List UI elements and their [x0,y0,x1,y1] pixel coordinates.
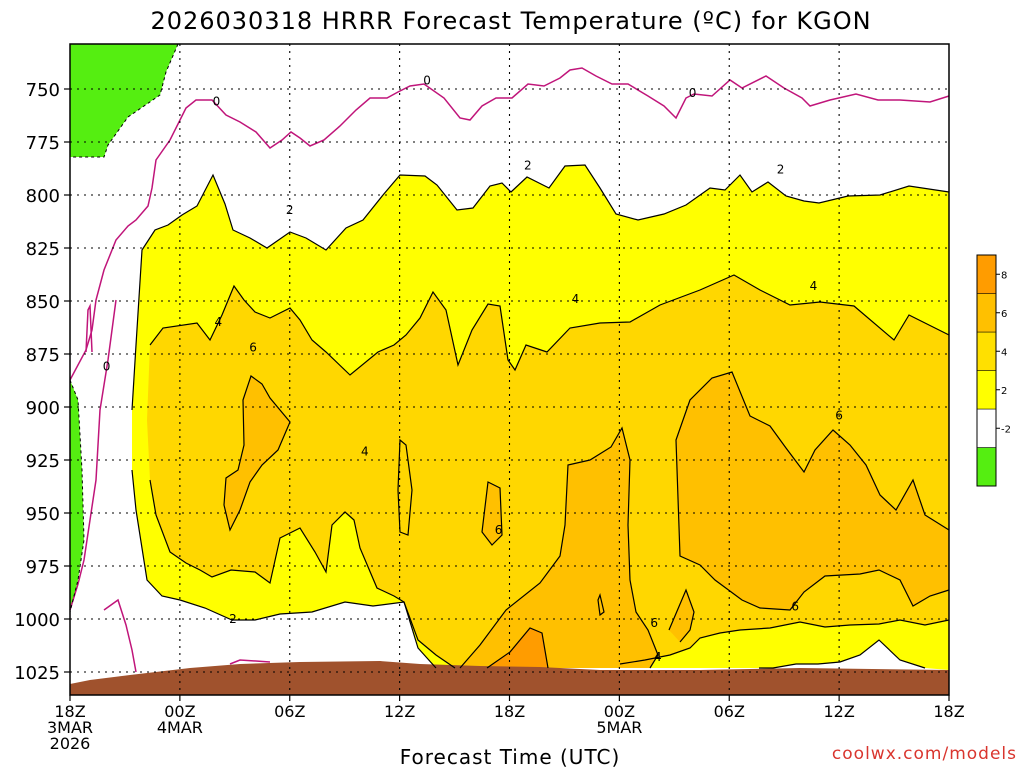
x-tick-label: 18Z [494,702,525,721]
contour-line-6c [223,375,291,532]
contour-line-4c [149,274,950,376]
x-tick-label: 4MAR [157,718,203,737]
colorbar-swatch [976,447,997,487]
contour-line-6c [481,481,503,546]
contour-line-4c [149,479,456,669]
x-tick-label: 06Z [274,702,305,721]
y-tick-label: 825 [26,239,60,260]
x-axis-label: Forecast Time (UTC) [400,745,621,768]
colorbar-tick-label: 8 [1001,270,1007,281]
y-tick-label: 875 [26,345,60,366]
x-tick-label: 3MAR [47,718,93,737]
terrain-surface [70,661,949,695]
contour-line-6c [675,371,950,611]
colorbar-tick-label: 2 [1001,386,1007,397]
colorbar-tick-label: 4 [1001,347,1007,358]
contour-label: 2 [777,163,785,177]
contour-line-6c [668,588,695,643]
contour-label: 6 [835,408,843,422]
contour-label: 6 [791,599,799,613]
contour-label: 6 [249,341,257,355]
contour-line-0c-freezing [69,379,85,613]
colorbar-swatch [976,370,997,410]
temp-band-6-to-8 [224,376,290,530]
contour-line-8c [486,627,549,669]
contour-label: 4 [572,292,580,306]
colorbar-swatch [976,293,997,333]
contour-label: 6 [495,523,503,537]
chart-title: 2026030318 HRRR Forecast Temperature (ºC… [150,7,871,35]
colorbar-swatch [976,254,997,294]
colorbar-swatch [976,331,997,371]
contour-label: 4 [215,315,223,329]
temp-band-6-to-8 [669,590,694,642]
contour-label: 2 [286,203,294,217]
temp-band-6-to-8 [460,428,658,668]
temp-band-6-to-8 [482,482,502,545]
contour-label: 4 [810,279,818,293]
contour-labels: 0 0 0 0 2 2 2 2 4 4 4 4 4 6 6 6 6 6 [103,74,843,665]
credit-link[interactable]: coolwx.com/models [832,744,1017,764]
y-axis: 750 775 800 825 850 875 900 925 950 975 1000 1025 [14,80,70,684]
x-tick-label: 12Z [384,702,415,721]
contour-line-6c [597,593,605,617]
y-tick-label: 900 [26,398,60,419]
y-tick-label: 800 [26,186,60,207]
x-tick-label: 06Z [714,702,745,721]
y-tick-label: 775 [26,133,60,154]
contour-line-4c [619,619,950,665]
contour-label: 0 [689,86,697,100]
x-tick-label: 18Z [933,702,964,721]
y-tick-label: 975 [26,557,60,578]
x-tick-label: 00Z [164,702,195,721]
contour-line-0c [103,598,137,673]
colorbar-tick-label: 6 [1001,309,1007,320]
contour-label: 6 [650,616,658,630]
contour-line-2c [131,164,950,411]
contour-line-2c [131,469,437,669]
colorbar-legend: -2 2 4 6 8 [976,254,1011,487]
contour-line-2c [759,639,926,669]
y-tick-label: 750 [26,80,60,101]
contour-line-0c [229,659,271,665]
x-tick-label: 12Z [823,702,854,721]
contour-label: 4 [361,445,369,459]
y-tick-label: 1025 [14,663,60,684]
contour-label: 0 [423,74,431,88]
contour-line-0c [85,303,93,353]
colorbar-frame [976,254,997,487]
contour-line-0c-freezing [70,43,179,158]
temp-band-below-0 [70,380,84,612]
temp-band-below-0 [70,44,178,157]
x-tick-label: 00Z [604,702,635,721]
x-tick-label: 5MAR [596,718,642,737]
contour-line-0c [69,67,950,381]
x-tick-label: 18Z [54,702,85,721]
contour-line-6c [459,426,659,669]
contour-label: 0 [103,360,111,374]
contour-label: 4 [654,650,662,664]
y-tick-label: 950 [26,504,60,525]
contour-label: 0 [213,95,221,109]
contour-label: 2 [229,612,237,626]
contour-line-0c [69,299,117,611]
colorbar-tick-label: -2 [1001,424,1011,435]
contour-line-4c [397,438,413,536]
contour-label: 2 [524,158,532,172]
y-tick-label: 925 [26,451,60,472]
x-tick-label: 2026 [50,734,91,753]
y-tick-label: 1000 [14,610,60,631]
colorbar-swatch [976,408,997,448]
y-tick-label: 850 [26,292,60,313]
temp-band-6-to-8 [676,372,949,610]
contour-lines [69,43,950,673]
